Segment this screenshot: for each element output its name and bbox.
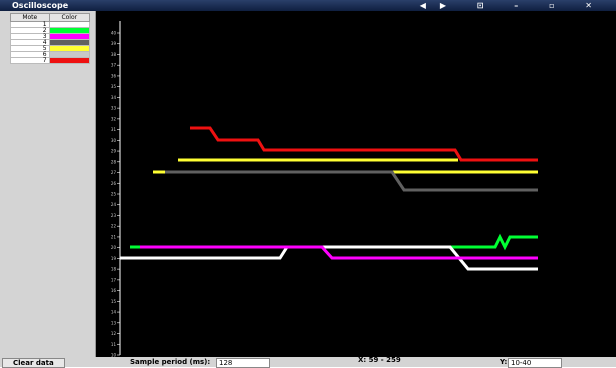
y-tick-label: 27: [111, 170, 117, 175]
plot-background: [96, 11, 616, 357]
y-tick-label: 28: [111, 159, 117, 164]
control-bar: Clear data Sample period (ms): 128 X: 59…: [0, 356, 616, 368]
sample-label: Sample period (ms):: [130, 358, 211, 366]
trace: [120, 245, 538, 271]
plot: 40 39 38 37 36 35 34 33 32 31 30 29 28 27 26 25 24 23 22 21…: [96, 11, 616, 357]
y-tick-label: 25: [111, 192, 117, 197]
y-tick-label: 29: [111, 149, 117, 154]
y-tick-label: 10: [111, 353, 117, 358]
y-tick-label: 12: [111, 331, 117, 336]
window-title: Oscilloscope: [12, 1, 69, 10]
y-tick-label: 32: [111, 116, 117, 121]
mote-row[interactable]: 7: [10, 57, 91, 64]
y-tick-label: 14: [111, 310, 117, 315]
x-range: X: 59 - 259: [358, 356, 401, 364]
y-tick-label: 17: [111, 277, 117, 282]
y-tick-label: 18: [111, 267, 117, 272]
window-buttons[interactable]: ◀▶ ⊡ – ▫ ✕: [419, 1, 606, 10]
y-tick-label: 23: [111, 213, 117, 218]
y-tick-label: 15: [111, 299, 117, 304]
y-tick-label: 40: [111, 31, 117, 36]
y-tick-label: 34: [111, 95, 117, 100]
y-tick-label: 35: [111, 84, 117, 89]
title-bar: Oscilloscope ◀▶ ⊡ – ▫ ✕: [0, 0, 616, 11]
y-tick-label: 20: [111, 245, 117, 250]
y-label: Y:: [500, 358, 508, 366]
y-tick-label: 26: [111, 181, 117, 186]
y-tick-label: 33: [111, 106, 117, 111]
y-tick-label: 38: [111, 52, 117, 57]
traces: [120, 126, 538, 271]
y-tick-label: 13: [111, 320, 117, 325]
y-tick-label: 11: [111, 342, 117, 347]
y-tick-label: 37: [111, 63, 117, 68]
y-tick-label: 21: [111, 234, 117, 239]
y-tick-label: 16: [111, 288, 117, 293]
trace: [140, 245, 538, 260]
mote-id: 7: [10, 57, 50, 64]
y-tick-label: 24: [111, 202, 117, 207]
y-tick-label: 30: [111, 138, 117, 143]
trace: [190, 126, 538, 162]
mote-color: [48, 57, 91, 64]
trace: [165, 170, 538, 192]
y-tick-label: 39: [111, 41, 117, 46]
y-tick-label: 31: [111, 127, 117, 132]
header-color: Color: [48, 13, 91, 22]
y-tick-label: 19: [111, 256, 117, 261]
y-tick-label: 22: [111, 224, 117, 229]
y-tick-label: 36: [111, 73, 117, 78]
